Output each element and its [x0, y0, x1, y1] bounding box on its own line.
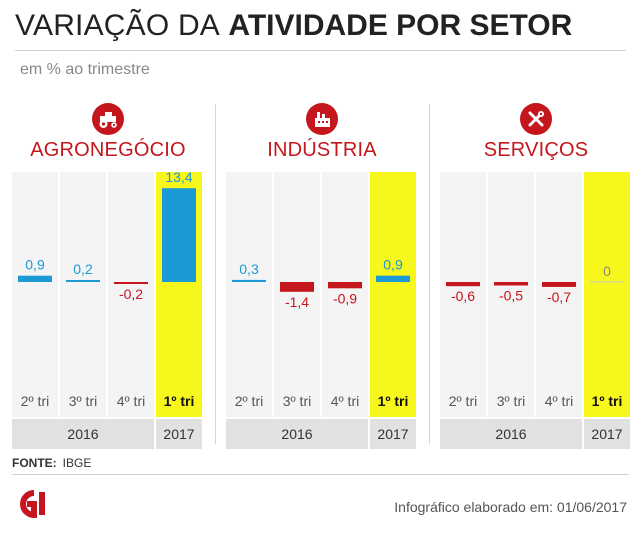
data-label: 0,3: [239, 261, 259, 277]
title-light: VARIAÇÃO DA: [15, 9, 221, 42]
category-label: 2º tri: [21, 393, 49, 409]
bar: [542, 282, 576, 287]
bar: [162, 188, 196, 282]
year-band: [584, 419, 630, 449]
category-label: 2º tri: [235, 393, 263, 409]
bar: [114, 282, 148, 284]
sector-title: INDÚSTRIA: [267, 139, 377, 161]
bar: [18, 275, 52, 282]
column-background: [440, 172, 486, 417]
bar: [446, 282, 480, 287]
data-label: -0,2: [119, 286, 143, 302]
year-band: [156, 419, 202, 449]
year-band: [226, 419, 368, 449]
sector-title: AGRONEGÓCIO: [30, 139, 186, 161]
data-label: -1,4: [285, 294, 309, 310]
bar-chart-servicos: -0,6 2º tri -0,5 3º tri -0,7 4º tri 0 1º tri 201…: [440, 172, 630, 449]
panel-servicos: SERVIÇOS -0,6 2º tri -0,5 3º tri -0,7 4º tri 0…: [440, 97, 632, 449]
page-title: VARIAÇÃO DA ATIVIDADE POR SETOR: [15, 8, 572, 44]
year-label: 2016: [281, 426, 312, 442]
category-label: 3º tri: [283, 393, 311, 409]
data-label: 0,9: [25, 257, 45, 273]
year-band: [12, 419, 154, 449]
bar: [232, 279, 266, 282]
column-background: [536, 172, 582, 417]
bar-chart-agronegocio: 0,9 2º tri 0,2 3º tri -0,2 4º tri 13,4 1º tri 20…: [12, 172, 202, 449]
column-background: [322, 172, 368, 417]
source-value: IBGE: [62, 456, 92, 470]
category-label: 4º tri: [117, 393, 145, 409]
data-label: 13,4: [165, 172, 192, 185]
column-background: [488, 172, 534, 417]
sector-title: SERVIÇOS: [483, 139, 589, 161]
source-note: FONTE: IBGE: [12, 456, 91, 470]
data-label: 0,2: [73, 261, 93, 277]
highlight-column: [370, 172, 416, 417]
bar-chart-industria: 0,3 2º tri -1,4 3º tri -0,9 4º tri 0,9 1º tri 20…: [226, 172, 416, 449]
category-label: 4º tri: [545, 393, 573, 409]
category-label: 3º tri: [497, 393, 525, 409]
year-label: 2017: [591, 426, 622, 442]
panel-agronegocio: AGRONEGÓCIO 0,9 2º tri 0,2 3º tri -0,2 4º tri…: [12, 97, 204, 449]
year-band: [440, 419, 582, 449]
factory-icon: [306, 103, 338, 135]
column-background: [108, 172, 154, 417]
bar: [280, 282, 314, 292]
tools-icon: [520, 103, 552, 135]
data-label: -0,7: [547, 289, 571, 305]
footer-divider: [12, 474, 629, 475]
category-label: 4º tri: [331, 393, 359, 409]
tractor-icon: [92, 103, 124, 135]
bar: [376, 275, 410, 282]
year-label: 2017: [377, 426, 408, 442]
subtitle: em % ao trimestre: [20, 61, 150, 78]
category-label: 1º tri: [378, 393, 409, 409]
column-background: [274, 172, 320, 417]
column-background: [60, 172, 106, 417]
bar: [494, 282, 528, 286]
category-label: 2º tri: [449, 393, 477, 409]
data-label: 0: [603, 263, 611, 279]
title-bold: ATIVIDADE POR SETOR: [228, 9, 573, 42]
panel-separator: [215, 104, 216, 444]
category-label: 1º tri: [592, 393, 623, 409]
source-label: FONTE:: [12, 456, 57, 470]
bar: [66, 280, 100, 282]
credit-note: Infográfico elaborado em: 01/06/2017: [394, 499, 627, 515]
data-label: -0,9: [333, 290, 357, 306]
bar: [328, 282, 362, 289]
category-label: 1º tri: [164, 393, 195, 409]
column-background: [226, 172, 272, 417]
panel-separator: [429, 104, 430, 444]
highlight-column: [584, 172, 630, 417]
year-band: [370, 419, 416, 449]
year-label: 2016: [67, 426, 98, 442]
category-label: 3º tri: [69, 393, 97, 409]
g1-logo: [12, 489, 50, 524]
year-label: 2016: [495, 426, 526, 442]
panel-industria: INDÚSTRIA 0,3 2º tri -1,4 3º tri -0,9 4º tri 0…: [226, 97, 418, 449]
data-label: 0,9: [383, 257, 403, 273]
data-label: -0,6: [451, 288, 475, 304]
column-background: [12, 172, 58, 417]
data-label: -0,5: [499, 288, 523, 304]
year-label: 2017: [163, 426, 194, 442]
title-divider: [15, 50, 626, 51]
